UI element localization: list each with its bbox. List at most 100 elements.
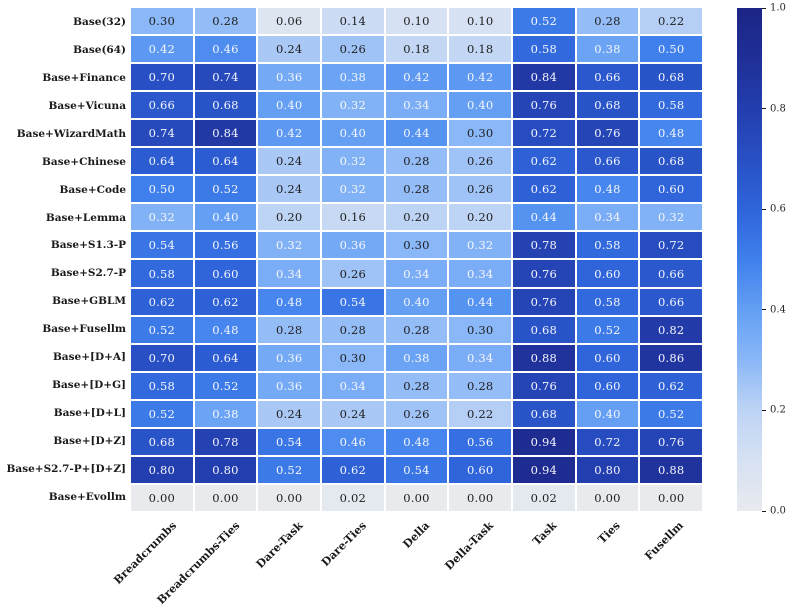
heatmap-cell: 0.50 xyxy=(131,176,193,203)
heatmap-cell: 0.26 xyxy=(322,36,384,63)
heatmap-cell: 0.60 xyxy=(449,456,511,483)
heatmap-grid: 0.30 0.28 0.06 0.14 0.10 0.10 0.52 0.28 0.22 0.42… xyxy=(131,8,702,511)
row-label: Base+[D+G] xyxy=(52,379,126,392)
heatmap-cell: 0.28 xyxy=(322,316,384,343)
heatmap-cell: 0.02 xyxy=(322,484,384,511)
heatmap-cell: 0.44 xyxy=(449,288,511,315)
row-label: Base+Vicuna xyxy=(48,99,126,112)
heatmap-cell: 0.56 xyxy=(449,428,511,455)
heatmap-cell: 0.76 xyxy=(513,288,575,315)
heatmap-cell: 0.44 xyxy=(513,204,575,231)
row-label: Base+Chinese xyxy=(42,155,126,168)
heatmap-cell: 0.80 xyxy=(576,456,639,483)
heatmap-cell: 0.74 xyxy=(194,64,257,91)
heatmap-cell: 0.00 xyxy=(576,484,639,511)
column-label: Dare-Task xyxy=(253,519,306,571)
heatmap-cell: 0.28 xyxy=(385,148,448,175)
column-label: Dare-Ties xyxy=(319,519,370,570)
heatmap-cell: 0.48 xyxy=(194,316,257,343)
heatmap-cell: 0.28 xyxy=(385,176,448,203)
heatmap-cell: 0.76 xyxy=(513,92,575,119)
column-label: Task xyxy=(530,519,560,549)
colorbar-tick-mark xyxy=(762,309,766,311)
heatmap-cell: 0.30 xyxy=(131,8,193,35)
heatmap-cell: 0.62 xyxy=(322,456,384,483)
heatmap-cell: 0.00 xyxy=(194,484,257,511)
heatmap-cell: 0.34 xyxy=(449,260,511,287)
row-label: Base+Lemma xyxy=(45,211,126,224)
heatmap-cell: 0.20 xyxy=(449,204,511,231)
heatmap-cell: 0.54 xyxy=(258,428,320,455)
heatmap-cell: 0.48 xyxy=(576,176,639,203)
heatmap-cell: 0.18 xyxy=(385,36,448,63)
heatmap-cell: 0.64 xyxy=(194,344,257,371)
heatmap-cell: 0.60 xyxy=(576,260,639,287)
heatmap-cell: 0.42 xyxy=(258,120,320,147)
heatmap-cell: 0.00 xyxy=(385,484,448,511)
heatmap-cell: 0.80 xyxy=(194,456,257,483)
heatmap-cell: 0.62 xyxy=(131,288,193,315)
heatmap-cell: 0.40 xyxy=(322,120,384,147)
row-label: Base+Fusellm xyxy=(42,323,126,336)
column-label: Breadcrumbs xyxy=(111,519,179,587)
heatmap-cell: 0.76 xyxy=(640,428,702,455)
heatmap-cell: 0.48 xyxy=(385,428,448,455)
heatmap-cell: 0.82 xyxy=(640,316,702,343)
heatmap-cell: 0.66 xyxy=(131,92,193,119)
heatmap-cell: 0.40 xyxy=(258,92,320,119)
heatmap-cell: 0.28 xyxy=(194,8,257,35)
heatmap-cell: 0.20 xyxy=(258,204,320,231)
colorbar: 1.0 0.8 0.6 0.4 0.2 0.0 xyxy=(737,3,786,517)
heatmap-cell: 0.48 xyxy=(640,120,702,147)
colorbar-tick-label: 0.6 xyxy=(770,203,786,215)
heatmap-cell: 0.28 xyxy=(449,372,511,399)
heatmap-cell: 0.94 xyxy=(513,428,575,455)
heatmap-cell: 0.38 xyxy=(385,344,448,371)
heatmap-cell: 0.88 xyxy=(640,456,702,483)
heatmap-cell: 0.74 xyxy=(131,120,193,147)
heatmap-cell: 0.32 xyxy=(322,92,384,119)
heatmap-cell: 0.54 xyxy=(131,232,193,259)
colorbar-tick-mark xyxy=(762,108,766,110)
heatmap-cell: 0.68 xyxy=(131,428,193,455)
heatmap-cell: 0.32 xyxy=(449,232,511,259)
heatmap-cell: 0.28 xyxy=(385,316,448,343)
row-label: Base+WizardMath xyxy=(16,127,126,140)
heatmap-cell: 0.00 xyxy=(131,484,193,511)
heatmap-cell: 0.32 xyxy=(258,232,320,259)
heatmap-cell: 0.58 xyxy=(131,372,193,399)
heatmap-cell: 0.54 xyxy=(385,456,448,483)
heatmap-cell: 0.68 xyxy=(640,148,702,175)
column-label: Ties xyxy=(595,519,624,547)
heatmap-cell: 0.06 xyxy=(258,8,320,35)
heatmap-cell: 0.58 xyxy=(576,232,639,259)
heatmap-cell: 0.58 xyxy=(513,36,575,63)
heatmap-cell: 0.44 xyxy=(385,120,448,147)
heatmap-cell: 0.10 xyxy=(385,8,448,35)
heatmap-cell: 0.64 xyxy=(194,148,257,175)
heatmap-cell: 0.40 xyxy=(385,288,448,315)
row-label: Base+Finance xyxy=(42,71,126,84)
heatmap-cell: 0.52 xyxy=(131,400,193,427)
heatmap-cell: 0.94 xyxy=(513,456,575,483)
heatmap-cell: 0.62 xyxy=(194,288,257,315)
heatmap-cell: 0.30 xyxy=(322,344,384,371)
heatmap-cell: 0.34 xyxy=(385,260,448,287)
heatmap-cell: 0.72 xyxy=(576,428,639,455)
heatmap-cell: 0.66 xyxy=(640,260,702,287)
heatmap-cell: 0.86 xyxy=(640,344,702,371)
heatmap-cell: 0.32 xyxy=(131,204,193,231)
heatmap-cell: 0.68 xyxy=(640,64,702,91)
heatmap-cell: 0.24 xyxy=(258,176,320,203)
heatmap-cell: 0.00 xyxy=(258,484,320,511)
heatmap-cell: 0.52 xyxy=(576,316,639,343)
colorbar-tick-mark xyxy=(762,208,766,210)
heatmap-cell: 0.50 xyxy=(640,36,702,63)
heatmap-cell: 0.26 xyxy=(449,176,511,203)
heatmap-cell: 0.62 xyxy=(513,176,575,203)
heatmap-cell: 0.38 xyxy=(194,400,257,427)
heatmap-cell: 0.42 xyxy=(131,36,193,63)
colorbar-tick-mark xyxy=(762,510,766,512)
heatmap-cell: 0.40 xyxy=(194,204,257,231)
